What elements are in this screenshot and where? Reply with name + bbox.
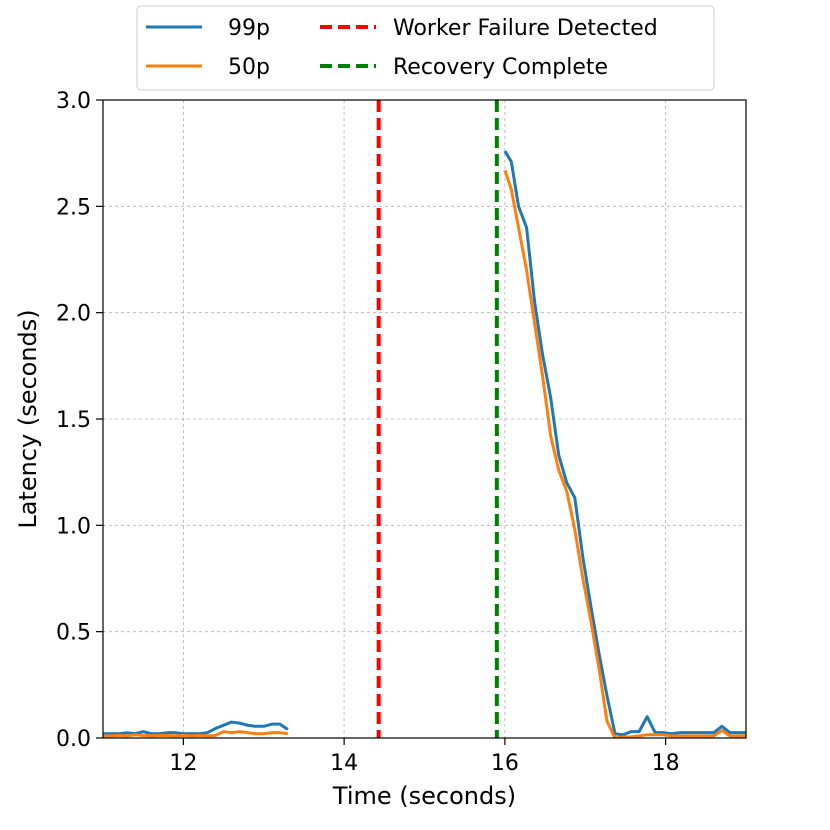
series-lines [103, 150, 746, 738]
y-tick-label-6: 3.0 [56, 89, 91, 114]
y-tick-label-3: 1.5 [56, 408, 91, 433]
y-tick-label-2: 1.0 [56, 514, 91, 539]
x-axis-label: Time (seconds) [332, 782, 516, 810]
x-tick-label-0: 12 [169, 751, 197, 776]
axis-ticks: 12 14 16 18 0.0 0.5 1.0 1.5 2.0 2.5 3.0 [56, 89, 680, 776]
x-tick-label-1: 14 [330, 751, 358, 776]
y-tick-label-4: 2.0 [56, 302, 91, 327]
series-line-99p-segment-1 [503, 150, 746, 737]
y-tick-label-5: 2.5 [56, 195, 91, 220]
legend-box [136, 5, 715, 91]
legend-label-50p: 50p [228, 55, 270, 80]
x-tick-label-3: 18 [652, 751, 680, 776]
series-line-50p-segment-0 [103, 730, 289, 738]
y-axis-label: Latency (seconds) [14, 309, 42, 528]
y-tick-label-0: 0.0 [56, 727, 91, 752]
legend-label-worker-failure: Worker Failure Detected [393, 16, 658, 41]
x-tick-label-2: 16 [491, 751, 519, 776]
event-lines [376, 100, 499, 738]
legend-label-99p: 99p [228, 16, 270, 41]
legend-label-recovery: Recovery Complete [393, 55, 608, 80]
legend: 99p 50p Worker Failure Detected Recovery… [136, 5, 715, 91]
series-line-50p-segment-1 [503, 169, 746, 738]
y-tick-label-1: 0.5 [56, 621, 91, 646]
